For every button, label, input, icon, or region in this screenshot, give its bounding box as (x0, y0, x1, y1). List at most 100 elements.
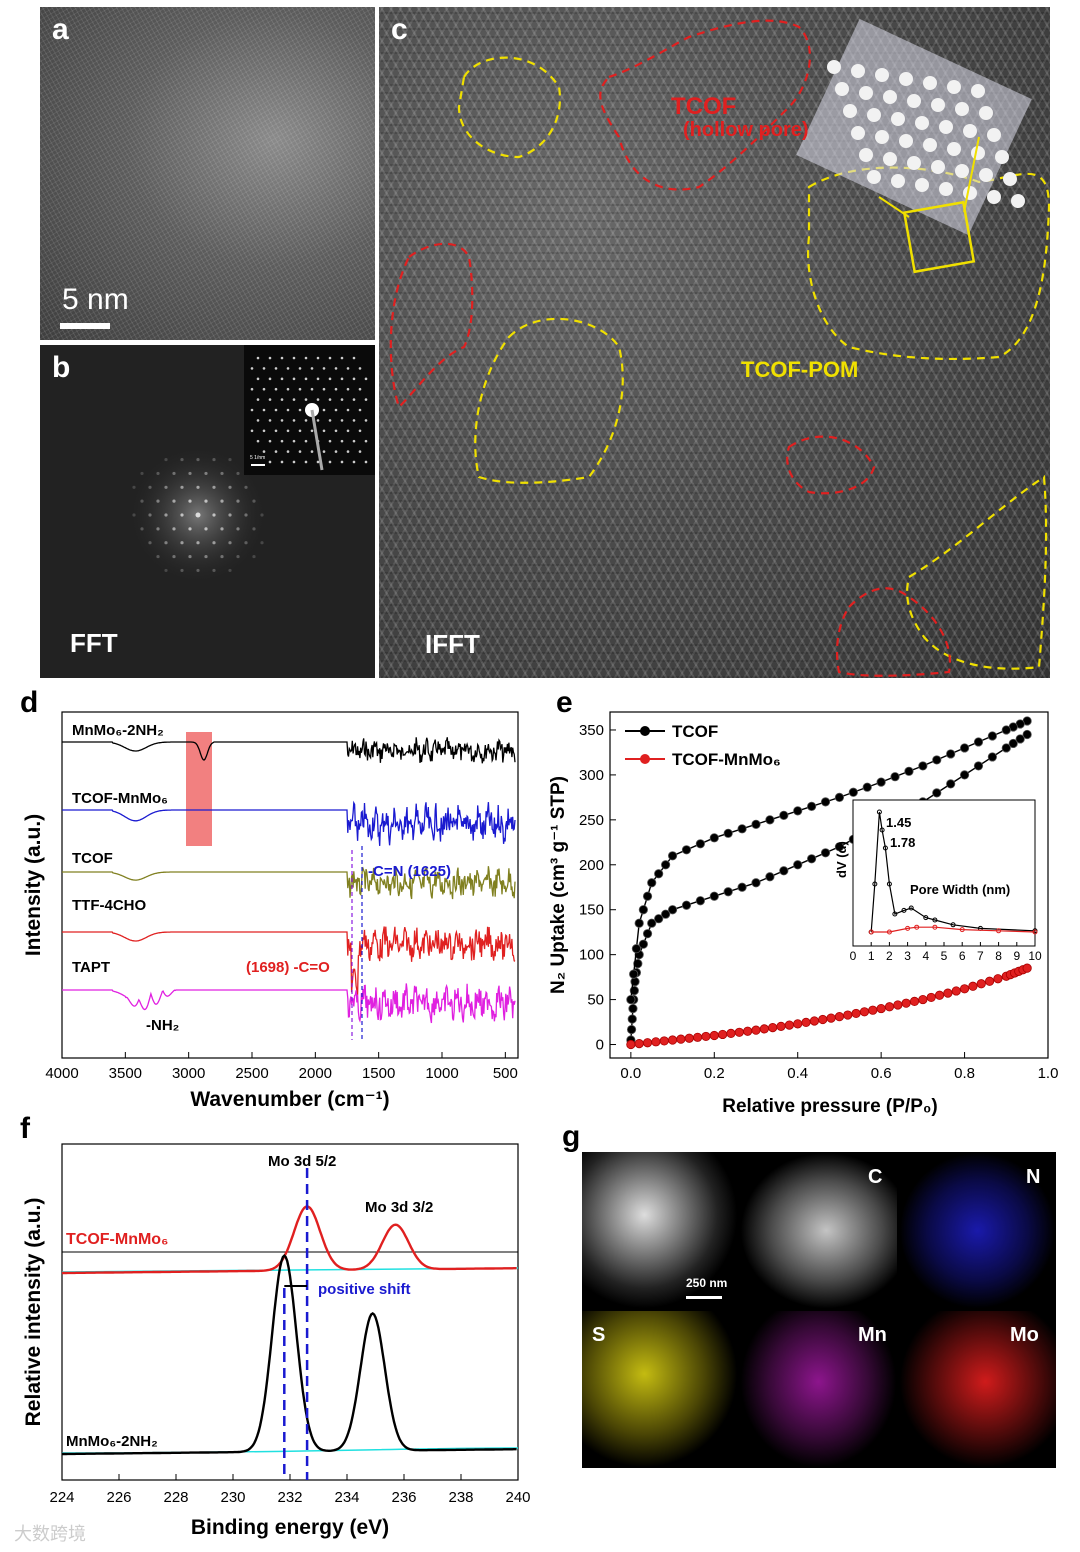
saed-spot (268, 439, 272, 443)
legend-tcof-mnmo6: TCOF-MnMo₆ (672, 750, 781, 769)
xps-line-mnmo6 (62, 1254, 517, 1456)
fft-spot (212, 541, 216, 545)
tcof-mnmo6-point (726, 1028, 736, 1038)
model-cluster (947, 142, 961, 156)
xps-xtick-label: 228 (163, 1489, 188, 1506)
saed-spot (292, 419, 296, 422)
panel-a-tem-image: a 5 nm (40, 7, 375, 340)
fft-spot (260, 541, 264, 545)
saed-spot (340, 460, 344, 464)
fft-spot (228, 485, 232, 489)
tcof-adsorption-point (661, 909, 671, 919)
n2-ytick-label: 150 (579, 902, 604, 919)
saed-spot (250, 387, 254, 391)
tcof-desorption-point (695, 839, 705, 849)
model-cluster (875, 130, 889, 144)
saed-spot (358, 408, 362, 412)
saed-spot (340, 439, 344, 443)
ftir-line-TCOF-MnMo6 (62, 800, 516, 846)
n2-ytick-label: 250 (579, 812, 604, 829)
structure-model-inset (796, 18, 1032, 236)
saed-spot (346, 450, 350, 453)
pom-region-1 (457, 56, 562, 159)
model-cluster (915, 116, 929, 130)
annotation-co: (1698) -C=O (246, 959, 330, 976)
tcof-mnmo6-point (634, 1039, 644, 1049)
saed-spot (334, 387, 338, 391)
ftir-label-mnmo6: MnMo₆-2NH₂ (72, 722, 164, 739)
tcof-desorption-point (723, 828, 733, 838)
tcof-adsorption-point (681, 900, 692, 910)
panel-d-ftir-chart: 4000 3500 3000 2500 2000 1500 1000 500 MnMo₆-2N… (22, 711, 519, 1111)
saed-spot (280, 398, 284, 401)
model-cluster (979, 168, 993, 182)
fft-spot (188, 499, 192, 503)
map-mo-label: Mo (1010, 1324, 1039, 1346)
fft-spot (204, 527, 208, 531)
saed-spot (310, 450, 314, 453)
saed-scale-label: 5 1/nm (250, 455, 266, 461)
tcof-mnmo6-point (826, 1013, 836, 1023)
saed-spot (298, 429, 302, 433)
saed-spot (340, 356, 344, 360)
fft-spot (164, 513, 168, 517)
ftir-xtick-label: 1500 (362, 1065, 395, 1082)
tcof-mnmo6-point (851, 1008, 861, 1019)
n2-ytick-label: 0 (596, 1037, 604, 1054)
tcof-region-4 (835, 587, 952, 677)
model-cluster (883, 152, 897, 166)
model-cluster (835, 82, 849, 96)
ftir-line-TAPT (62, 983, 516, 1024)
tcof-mnmo6-point (759, 1024, 769, 1034)
xps-label-mo32: Mo 3d 3/2 (365, 1199, 433, 1216)
model-cluster (955, 102, 969, 116)
fft-spot (236, 471, 240, 476)
n2-xtick-label: 0.4 (787, 1065, 808, 1082)
saed-spot (322, 450, 326, 453)
saed-spot (292, 356, 296, 360)
saed-spot (280, 439, 284, 443)
fft-spot (236, 499, 240, 503)
saed-spot (310, 429, 314, 433)
map-n (899, 1152, 1056, 1309)
inset-tcof-point (892, 911, 898, 917)
panel-c-letter: c (391, 13, 408, 46)
tcof-mnmo6-point (818, 1014, 828, 1025)
tcof-mnmo6-point (951, 986, 961, 996)
xps-ylabel: Relative intensity (a.u.) (22, 1198, 45, 1427)
saed-spot (316, 377, 320, 381)
tcof-mnmo6-point (926, 992, 936, 1003)
ftir-xlabel: Wavenumber (cm⁻¹) (190, 1088, 389, 1111)
ftir-label-tcof: TCOF (72, 850, 113, 867)
tcof-adsorption-point (1022, 729, 1032, 740)
tcof-desorption-point (834, 792, 845, 802)
tcof-mnmo6-point (743, 1026, 753, 1036)
map-c-label: C (868, 1166, 883, 1188)
inset-tcof-point (879, 827, 885, 833)
saed-spot (358, 429, 362, 433)
model-cluster (827, 60, 841, 74)
saed-spot (256, 356, 260, 360)
ftir-label-tcof-mnmo6: TCOF-MnMo₆ (72, 790, 168, 807)
model-cluster (963, 124, 977, 138)
saed-spot (358, 367, 362, 370)
saed-spot (352, 419, 356, 422)
panel-b-fft-image: b 5 1/nm FFT (40, 345, 375, 678)
fft-spot (244, 513, 248, 517)
n2-ylabel: N₂ Uptake (cm³ g⁻¹ STP) (548, 776, 569, 994)
model-cluster (899, 134, 913, 148)
inset-tcof-point (923, 915, 929, 921)
tcof-mnmo6-point (901, 998, 911, 1008)
fft-spot (140, 499, 144, 503)
fft-spot (204, 499, 208, 503)
n2-ytick-label: 50 (587, 992, 604, 1009)
fft-spot (188, 527, 192, 531)
fft-spot (148, 541, 152, 545)
tcof-desorption-point (631, 944, 642, 954)
model-cluster (891, 112, 905, 126)
model-cluster (867, 170, 881, 184)
tcof-adsorption-point (807, 854, 817, 864)
tcof-desorption-point (807, 801, 817, 811)
fft-spot (180, 568, 184, 573)
inset-tcof-mnmo6-line (871, 926, 1036, 933)
